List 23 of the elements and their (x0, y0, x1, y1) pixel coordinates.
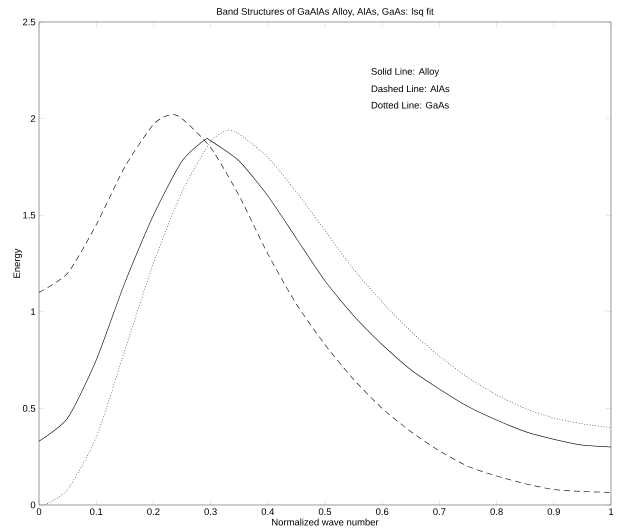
annotation: Solid Line: Alloy (371, 68, 440, 77)
y-axis-title: Energy (14, 248, 22, 278)
x-tick-label: 1 (609, 508, 614, 516)
y-tick-label: 2.5 (22, 18, 36, 26)
x-tick-label: 0.8 (490, 508, 503, 516)
x-tick-label: 0.2 (147, 508, 160, 516)
chart-title: Band Structures of GaAlAs Alloy, AlAs, GaAs: lsq fit (217, 8, 434, 17)
x-tick-label: 0.1 (90, 508, 102, 516)
x-tick-label: 0.9 (548, 508, 560, 516)
x-tick-label: 0 (36, 508, 42, 516)
x-tick-label: 0.6 (376, 508, 388, 516)
y-tick-label: 1.5 (23, 212, 36, 219)
y-tick-label: 0.5 (22, 405, 36, 412)
annotation: Dotted Line: GaAs (372, 102, 449, 109)
x-tick-label: 0.4 (262, 508, 274, 516)
y-tick-label: 1 (31, 308, 36, 316)
x-tick-label: 0.5 (318, 508, 332, 516)
y-tick-label: 0 (30, 502, 36, 509)
x-tick-label: 0.7 (433, 508, 446, 516)
x-axis-title: Normalized wave number (272, 518, 378, 526)
x-tick-label: 0.3 (204, 508, 217, 516)
annotation: Dashed Line: AlAs (372, 85, 450, 92)
y-tick-label: 2 (30, 115, 36, 122)
